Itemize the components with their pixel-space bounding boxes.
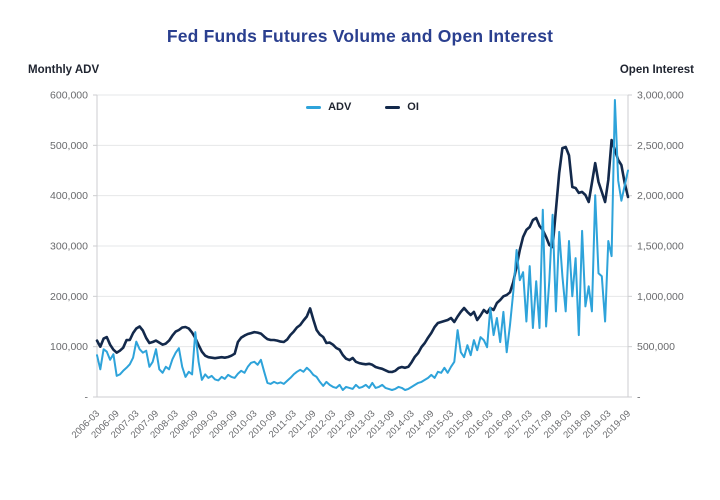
right-tick-label: 2,000,000 xyxy=(637,190,684,202)
chart-title: Fed Funds Futures Volume and Open Intere… xyxy=(166,26,554,46)
legend-label-adv: ADV xyxy=(328,101,352,113)
right-tick-label: 2,500,000 xyxy=(637,140,684,152)
adv-line-series xyxy=(96,99,629,391)
right-axis-title: Open Interest xyxy=(619,64,694,76)
legend-label-oi: OI xyxy=(407,101,419,113)
legend-item-adv: ADV xyxy=(306,101,351,113)
axis-spines xyxy=(93,94,632,398)
left-axis-tick-labels: 600,000 500,000 400,000 300,000 200,000 100,0… xyxy=(50,90,88,404)
right-tick-label: 500,000 xyxy=(637,341,675,353)
left-axis-title: Monthly ADV xyxy=(28,64,100,76)
adv-swatch-icon xyxy=(306,105,322,109)
left-tick-label: 300,000 xyxy=(50,241,88,253)
right-tick-label: 1,000,000 xyxy=(637,291,684,303)
right-axis-tick-labels: 3,000,000 2,500,000 2,000,000 1,500,000 1,00… xyxy=(637,90,684,404)
right-tick-label: - xyxy=(637,392,641,404)
oi-swatch-icon xyxy=(385,105,401,109)
right-tick-label: 1,500,000 xyxy=(637,241,684,253)
left-tick-label: 600,000 xyxy=(50,90,88,102)
oi-line-series xyxy=(95,138,630,374)
left-tick-label: 200,000 xyxy=(50,291,88,303)
right-tick-label: 3,000,000 xyxy=(637,90,684,102)
chart-legend: ADV OI xyxy=(97,101,628,113)
left-tick-label: 500,000 xyxy=(50,140,88,152)
left-tick-label: 400,000 xyxy=(50,190,88,202)
x-axis-tick-labels: 2006-032006-092007-032007-092008-032008-… xyxy=(70,408,633,440)
legend-item-oi: OI xyxy=(385,101,419,113)
left-tick-label: - xyxy=(85,392,89,404)
left-tick-label: 100,000 xyxy=(50,341,88,353)
